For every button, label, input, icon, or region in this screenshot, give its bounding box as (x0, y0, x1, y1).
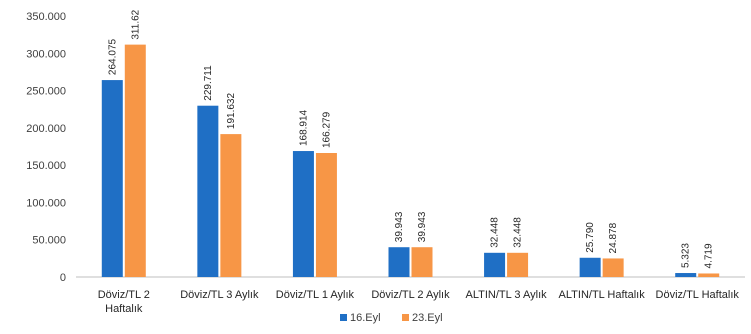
data-label: 5.323 (681, 243, 692, 268)
category-label: Döviz/TL 3 Aylık (180, 289, 259, 301)
bar-series-2 (602, 258, 624, 277)
data-label: 39.943 (417, 211, 428, 242)
data-label: 24.878 (608, 222, 619, 253)
bar-series-2 (507, 252, 529, 277)
data-label: 32.448 (513, 217, 524, 248)
bars-group (101, 44, 720, 277)
bar-series-1 (101, 80, 123, 277)
bar-series-1 (292, 151, 314, 277)
bar-series-1 (197, 105, 219, 277)
category-labels-group: Döviz/TL 2 Haftalık Döviz/TL 3 Aylık Döviz/… (98, 289, 740, 315)
data-label: 32.448 (490, 217, 501, 248)
data-label: 39.943 (394, 211, 405, 242)
y-tick-label: 100.000 (26, 197, 66, 209)
data-label: 264.075 (107, 38, 118, 75)
category-label: Haftalık (105, 303, 143, 315)
bar-series-1 (675, 273, 697, 277)
bar-series-1 (579, 257, 601, 277)
category-label: Döviz/TL 1 Aylık (276, 289, 355, 301)
category-label: ALTIN/TL 3 Aylık (466, 289, 548, 301)
category-label: Döviz/TL 2 (98, 289, 150, 301)
data-labels-group: 264.075 311.62 229.711 191.632 168.914 166.27… (107, 9, 714, 268)
category-label: ALTIN/TL Haftalık (559, 289, 646, 301)
bar-series-2 (220, 134, 242, 277)
bar-series-2 (698, 273, 720, 277)
legend-swatch (340, 314, 347, 321)
legend-label: 16.Eyl (350, 312, 381, 324)
y-tick-label: 200.000 (26, 123, 66, 135)
y-tick-label: 0 (60, 272, 66, 284)
data-label: 25.790 (585, 222, 596, 253)
legend-label: 23.Eyl (412, 312, 443, 324)
data-label: 4.719 (704, 243, 715, 268)
y-tick-label: 300.000 (26, 48, 66, 60)
data-label: 166.279 (321, 111, 332, 148)
data-label: 168.914 (298, 109, 309, 146)
y-axis-ticks: 0 50.000 100.000 150.000 200.000 250.000 300.0… (26, 11, 66, 284)
legend: 16.Eyl 23.Eyl (340, 312, 443, 324)
y-tick-label: 250.000 (26, 86, 66, 98)
bar-series-2 (411, 247, 433, 277)
data-label: 229.711 (203, 65, 214, 101)
legend-swatch (402, 314, 409, 321)
y-tick-label: 150.000 (26, 160, 66, 172)
bar-series-1 (388, 247, 410, 277)
category-label: Döviz/TL 2 Aylık (371, 289, 450, 301)
data-label: 191.632 (226, 93, 237, 130)
data-label: 311.62 (130, 9, 141, 39)
bar-series-1 (484, 252, 506, 277)
y-tick-label: 50.000 (32, 235, 66, 247)
bar-series-2 (315, 153, 337, 277)
y-tick-label: 350.000 (26, 11, 66, 23)
bar-series-2 (124, 44, 146, 277)
category-label: Döviz/TL Haftalık (656, 289, 740, 301)
